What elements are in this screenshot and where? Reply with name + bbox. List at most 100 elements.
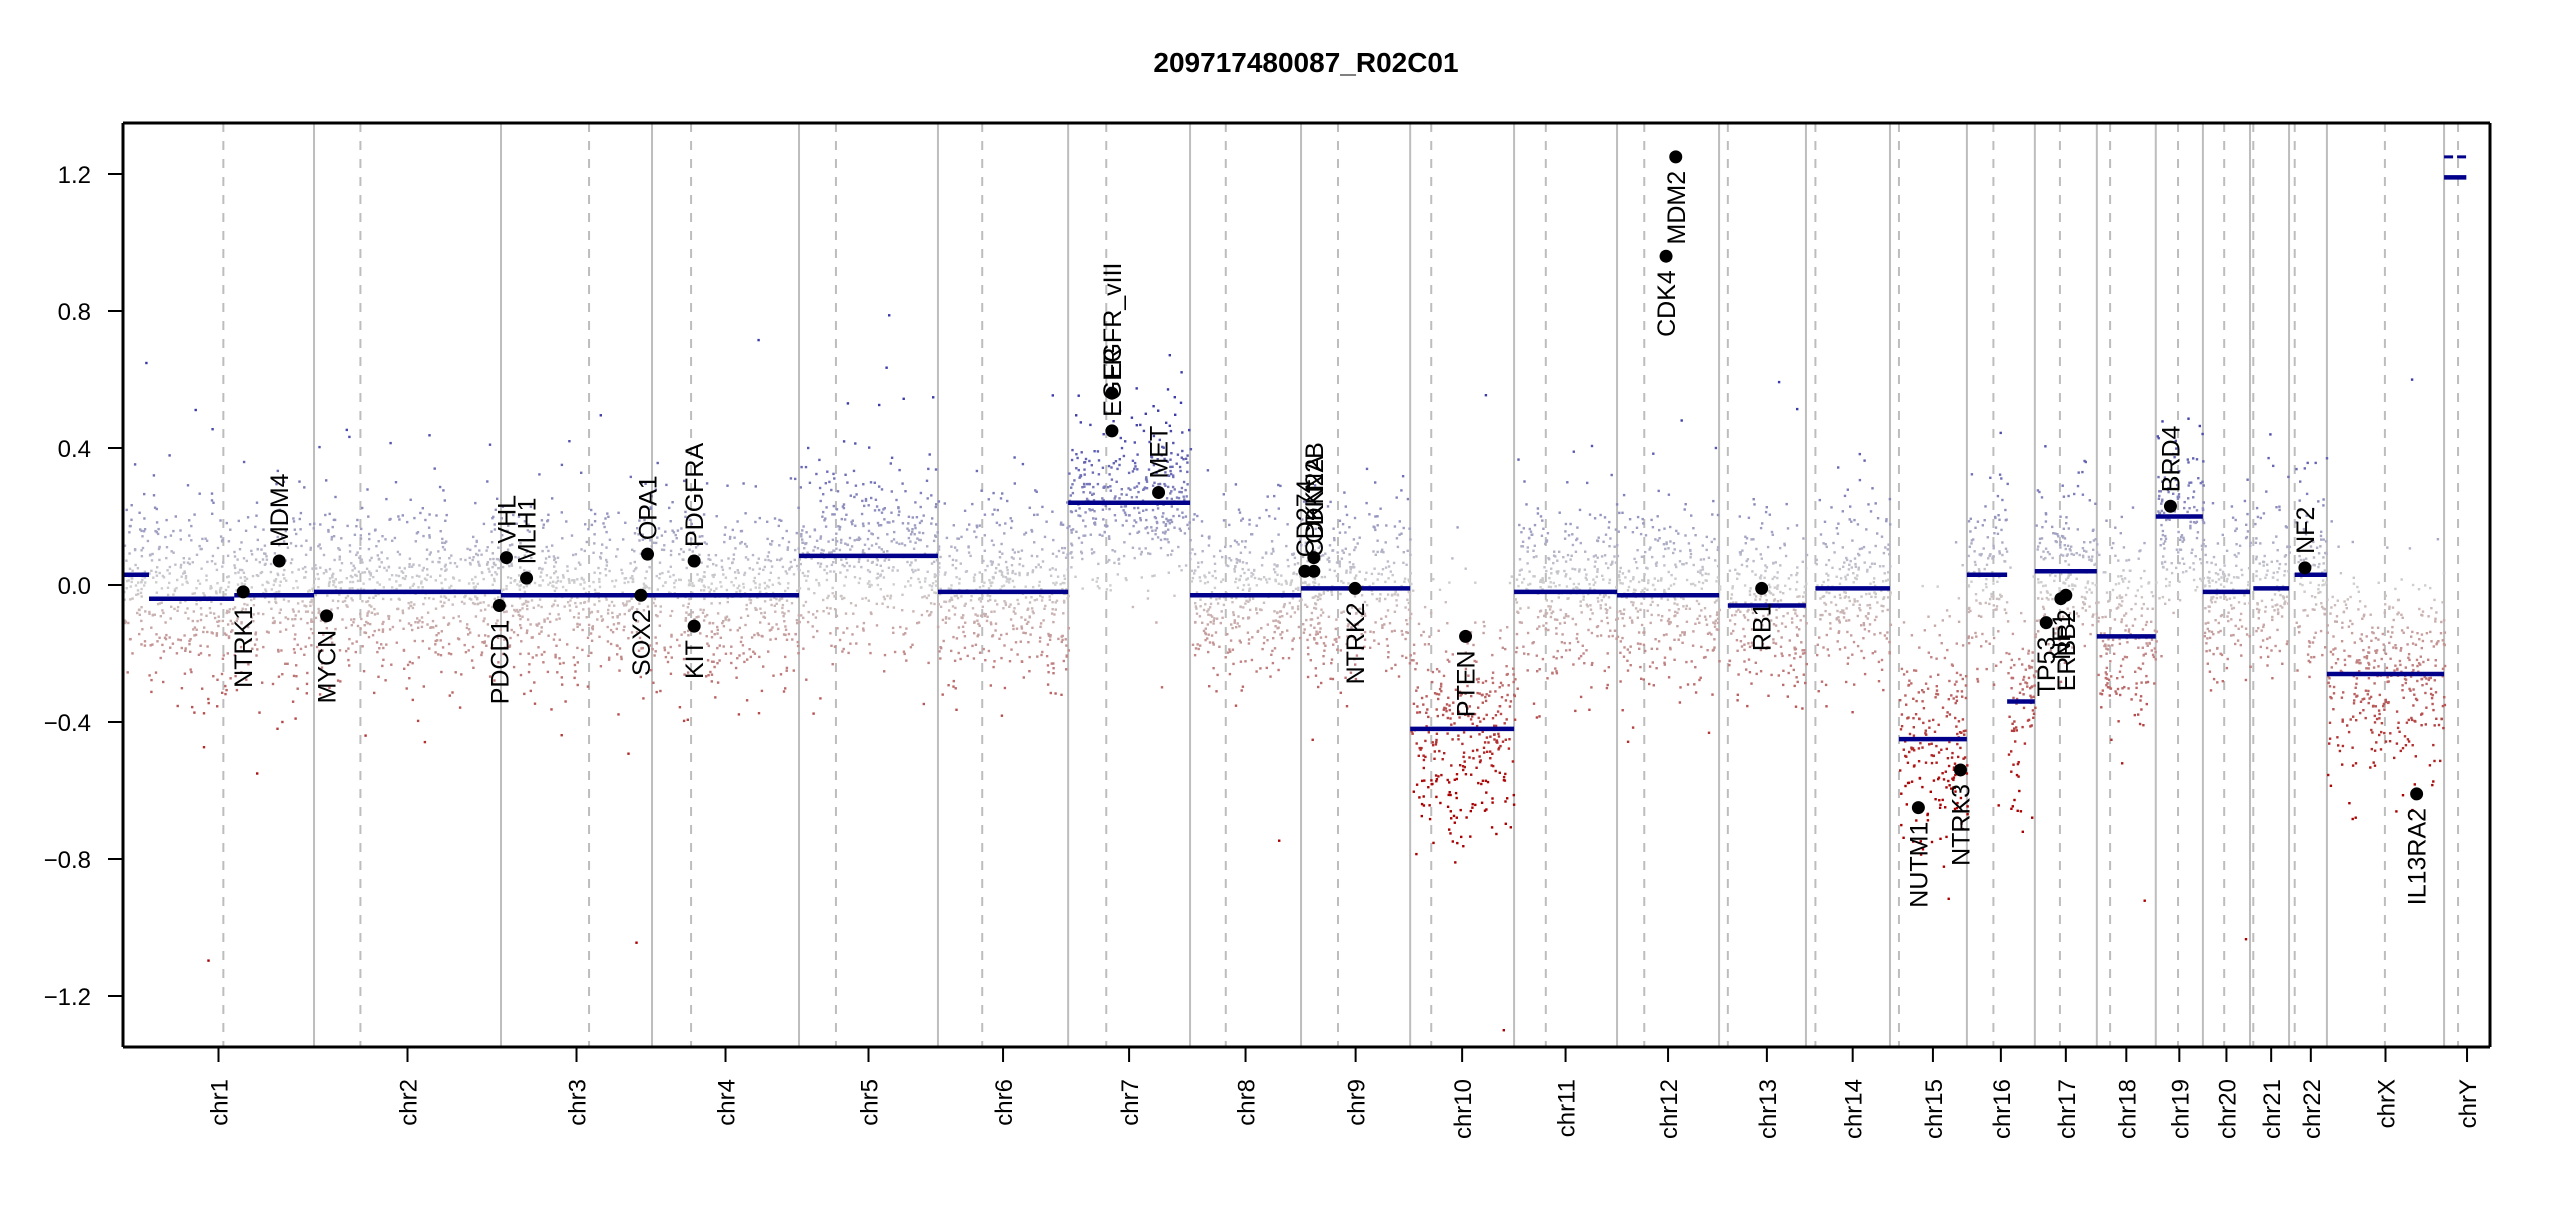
probe-point [1230,545,1232,547]
probe-point [1108,508,1110,510]
probe-point [547,550,549,552]
probe-point [1336,575,1338,577]
probe-point [931,562,933,564]
probe-point [1225,599,1227,601]
probe-point [1209,641,1211,643]
probe-point [728,619,730,621]
probe-point [138,609,140,611]
probe-point [313,621,315,623]
probe-point [1542,625,1544,627]
probe-point [1684,508,1686,510]
probe-point [135,584,137,586]
probe-point [507,576,509,578]
probe-point [1685,503,1687,505]
probe-point [367,600,369,602]
probe-point [784,687,786,689]
probe-point [1074,576,1076,578]
probe-point [1118,464,1120,466]
probe-point [841,650,843,652]
probe-point [1387,645,1389,647]
probe-point [744,624,746,626]
probe-point [428,597,430,599]
probe-point [212,502,214,504]
probe-point [878,546,880,548]
probe-point [192,628,194,630]
probe-point [198,654,200,656]
probe-point [565,520,567,522]
probe-point [319,523,321,525]
probe-point [374,529,376,531]
probe-point [1012,628,1014,630]
probe-point [1021,627,1023,629]
probe-point [1274,625,1276,627]
probe-point [1302,623,1304,625]
probe-point [1569,523,1571,525]
probe-point [1171,498,1173,500]
probe-point [1220,581,1222,583]
probe-point [1214,570,1216,572]
probe-point [541,653,543,655]
probe-point [832,539,834,541]
probe-point [948,617,950,619]
probe-point [1385,615,1387,617]
probe-point [411,576,413,578]
probe-point [1018,572,1020,574]
probe-point [1163,521,1165,523]
probe-point [187,484,189,486]
probe-point [652,682,654,684]
probe-point [177,606,179,608]
probe-point [1580,605,1582,607]
probe-point [475,615,477,617]
probe-point [1058,550,1060,552]
probe-point [868,643,870,645]
probe-point [1427,669,1429,671]
probe-point [505,588,507,590]
probe-point [144,528,146,530]
probe-point [1180,402,1182,404]
probe-point [794,478,796,480]
probe-point [1403,551,1405,553]
probe-point [1548,577,1550,579]
probe-point [1320,636,1322,638]
probe-point [1403,527,1405,529]
probe-point [1171,550,1173,552]
probe-point [357,625,359,627]
probe-point [1157,507,1159,509]
probe-point [1082,491,1084,493]
probe-point [721,566,723,568]
probe-point [341,562,343,564]
probe-point [1483,751,1485,753]
probe-point [293,648,295,650]
probe-point [199,493,201,495]
probe-point [1194,654,1196,656]
probe-point [663,544,665,546]
probe-point [1167,529,1169,531]
probe-point [1695,691,1697,693]
probe-point [1333,539,1335,541]
probe-point [799,621,801,623]
probe-point [1425,695,1427,697]
probe-point [747,615,749,617]
probe-point [741,530,743,532]
probe-point [1324,576,1326,578]
probe-point [1040,654,1042,656]
probe-point [1481,802,1483,804]
probe-point [603,526,605,528]
probe-point [821,549,823,551]
probe-point [1294,611,1296,613]
probe-point [1348,526,1350,528]
probe-point [718,659,720,661]
probe-point [340,581,342,583]
probe-point [329,513,331,515]
probe-point [1297,605,1299,607]
probe-point [444,548,446,550]
probe-point [1036,555,1038,557]
probe-point [317,578,319,580]
probe-point [757,632,759,634]
probe-point [190,671,192,673]
probe-point [1604,554,1606,556]
probe-point [1164,485,1166,487]
probe-point [1174,488,1176,490]
probe-point [1637,610,1639,612]
probe-point [134,564,136,566]
